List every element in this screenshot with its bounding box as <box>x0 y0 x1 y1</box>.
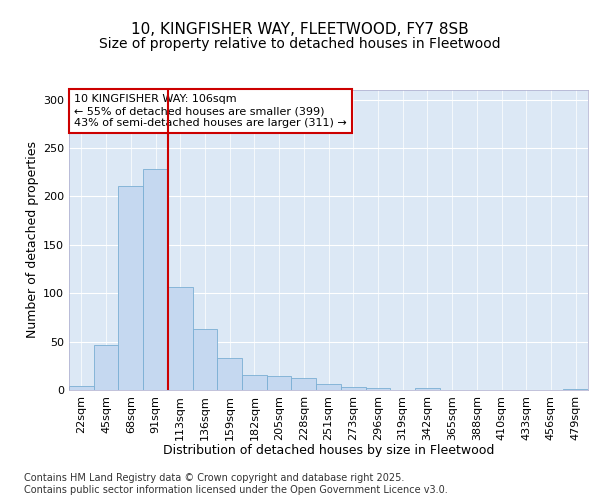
Bar <box>341 387 365 390</box>
Text: Size of property relative to detached houses in Fleetwood: Size of property relative to detached ho… <box>99 37 501 51</box>
Text: 10 KINGFISHER WAY: 106sqm
← 55% of detached houses are smaller (399)
43% of semi: 10 KINGFISHER WAY: 106sqm ← 55% of detac… <box>74 94 347 128</box>
Bar <box>316 384 341 390</box>
Bar <box>168 288 193 390</box>
Bar <box>118 186 143 390</box>
Bar <box>193 329 217 390</box>
Bar <box>415 388 440 390</box>
Bar <box>563 389 588 390</box>
Bar <box>242 374 267 390</box>
Y-axis label: Number of detached properties: Number of detached properties <box>26 142 39 338</box>
X-axis label: Distribution of detached houses by size in Fleetwood: Distribution of detached houses by size … <box>163 444 494 457</box>
Bar <box>143 170 168 390</box>
Bar <box>69 386 94 390</box>
Bar <box>94 344 118 390</box>
Bar <box>267 376 292 390</box>
Bar <box>365 388 390 390</box>
Bar <box>292 378 316 390</box>
Bar <box>217 358 242 390</box>
Text: 10, KINGFISHER WAY, FLEETWOOD, FY7 8SB: 10, KINGFISHER WAY, FLEETWOOD, FY7 8SB <box>131 22 469 36</box>
Text: Contains HM Land Registry data © Crown copyright and database right 2025.
Contai: Contains HM Land Registry data © Crown c… <box>24 474 448 495</box>
